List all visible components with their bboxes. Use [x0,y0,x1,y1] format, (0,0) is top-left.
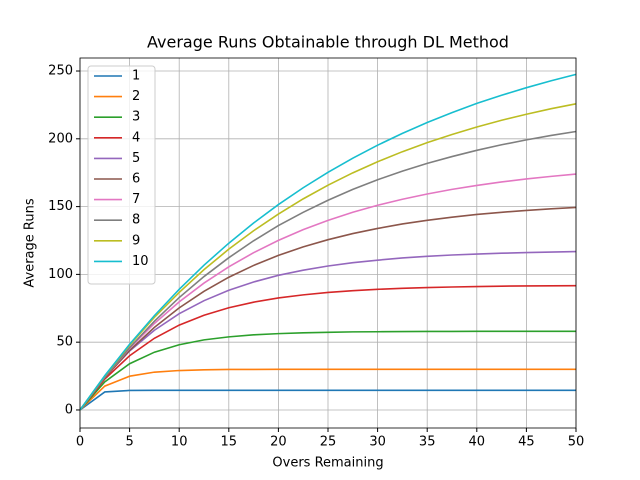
x-axis-label: Overs Remaining [272,456,383,471]
legend-label: 5 [132,151,140,166]
legend: 1 2 3 4 5 6 7 8 9 10 [87,65,156,285]
y-tick-label: 50 [56,335,73,350]
plot-frame [79,57,577,429]
x-tick-label: 25 [320,435,337,450]
x-tick-label: 15 [221,435,238,450]
x-tick-label: 20 [270,435,287,450]
series-line [79,330,576,411]
series-line [79,250,577,411]
series-line [79,368,576,411]
x-tick-label: 40 [469,435,486,450]
legend-label: 2 [132,89,140,104]
y-axis-label: Average Runs [23,198,38,287]
legend-label: 10 [132,254,149,269]
series-line [79,103,577,411]
y-tick-label: 250 [48,64,73,79]
y-tick-label: 0 [65,402,73,417]
series-line [79,130,577,411]
x-tick-label: 10 [171,435,188,450]
x-tick-label: 0 [76,435,84,450]
x-tick-label: 50 [568,435,585,450]
series-line [79,173,577,411]
series-line [79,73,577,411]
series-line [79,284,577,411]
legend-box [87,65,156,285]
x-tick-label: 5 [125,435,133,450]
legend-label: 7 [132,192,140,207]
chart-title: Average Runs Obtainable through DL Metho… [147,33,509,52]
x-tick-label: 35 [419,435,436,450]
x-tick-label: 30 [369,435,386,450]
legend-label: 3 [132,110,140,125]
y-tick-label: 200 [48,131,73,146]
x-tick-label: 45 [518,435,535,450]
series-line [79,389,576,411]
legend-label: 8 [132,213,140,228]
series-line [79,206,577,411]
y-tick-label: 100 [48,267,73,282]
legend-label: 4 [132,130,140,145]
y-tick-label: 150 [48,199,73,214]
legend-label: 1 [132,69,140,84]
legend-label: 6 [132,172,140,187]
legend-label: 9 [132,233,140,248]
